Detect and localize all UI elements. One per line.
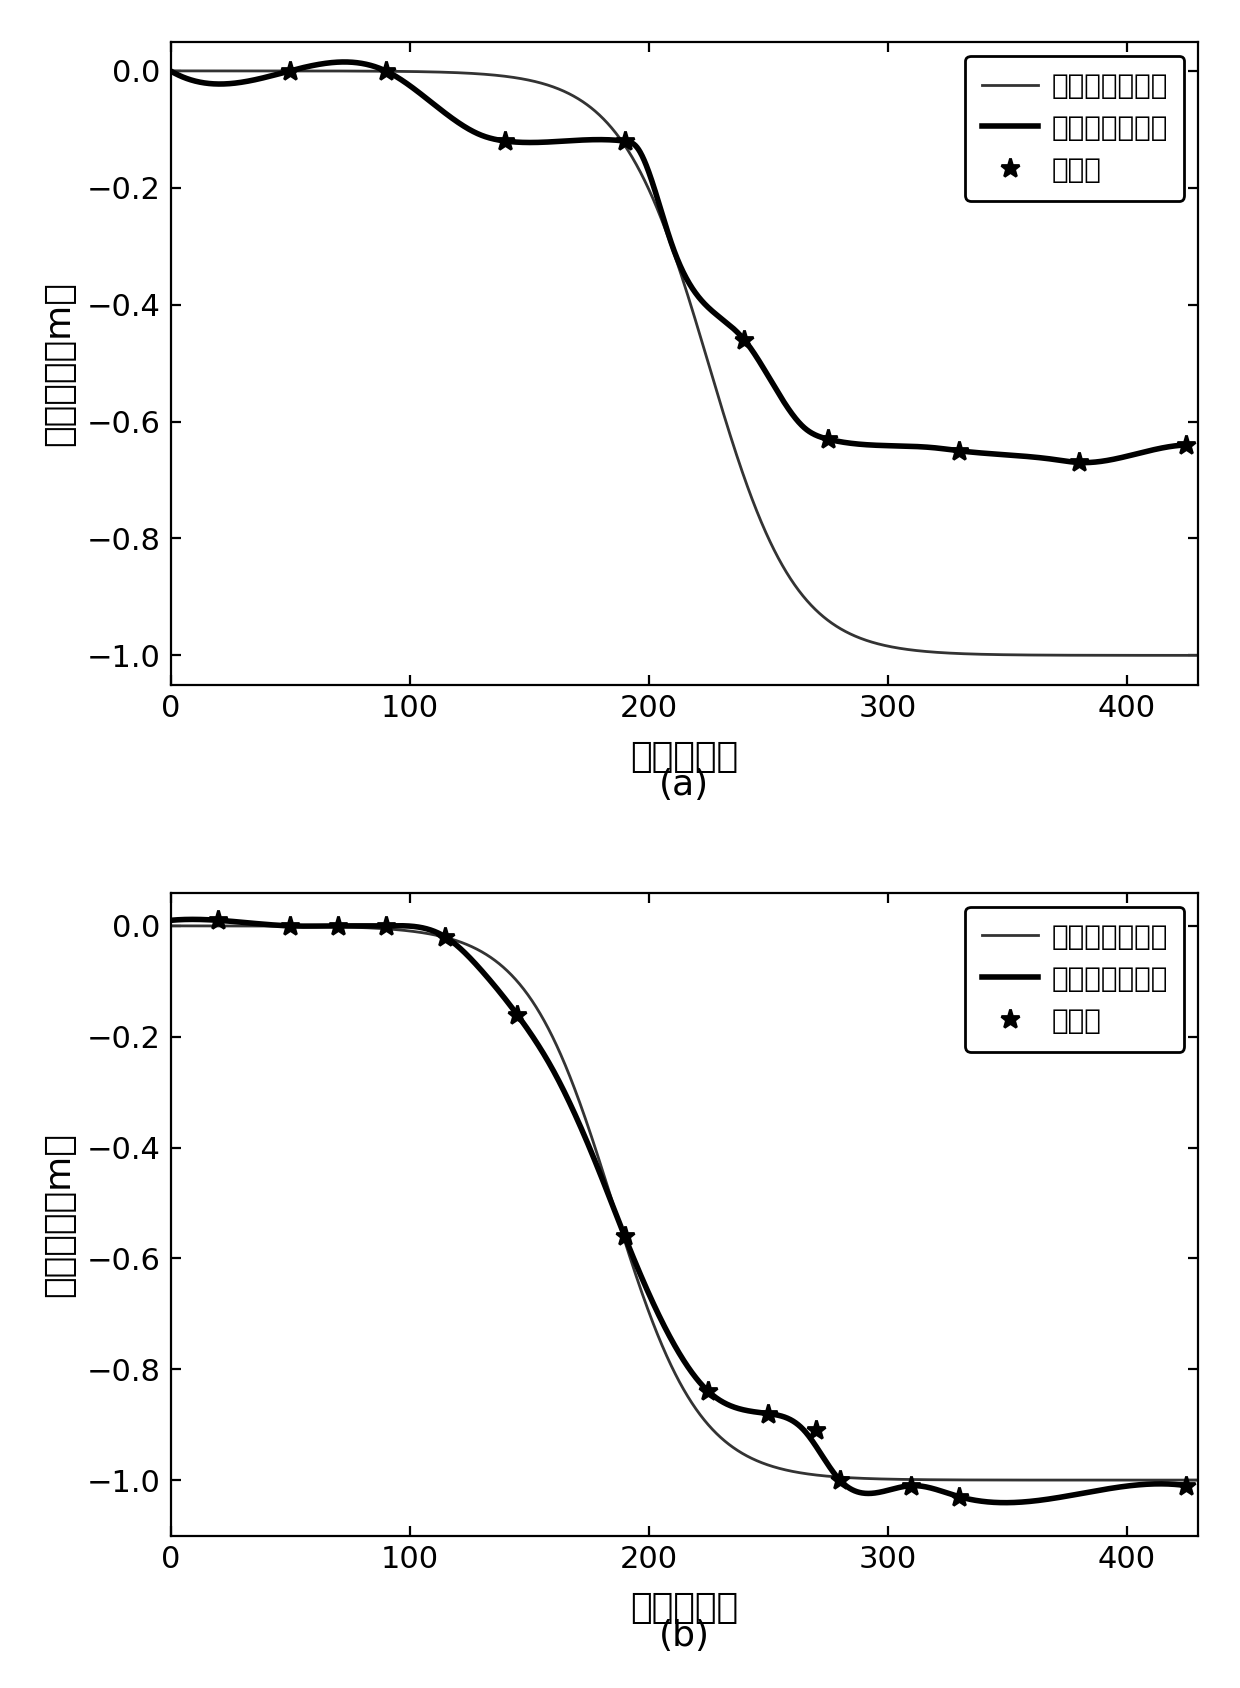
观测点 (283, 61, 298, 81)
观测点 (832, 1470, 847, 1491)
Text: (a): (a) (660, 768, 709, 802)
观测点 (378, 915, 393, 935)
计算的沉降曲线 (1149, 1474, 1164, 1494)
Y-axis label: 时序沉降（m）: 时序沉降（m） (42, 280, 76, 446)
Line: 观测点: 观测点 (208, 910, 1197, 1506)
观测点 (760, 1403, 775, 1423)
计算的沉降曲线 (657, 1317, 672, 1337)
Line: 计算的沉降曲线: 计算的沉降曲线 (171, 920, 1187, 1502)
计算的沉降曲线 (631, 138, 646, 159)
观测点 (283, 915, 298, 935)
观测点 (330, 915, 345, 935)
模拟的沉降曲线 (216, 917, 231, 937)
X-axis label: 时间（天）: 时间（天） (630, 739, 739, 775)
模拟的沉降曲线 (663, 233, 678, 253)
模拟的沉降曲线 (1161, 1470, 1176, 1491)
观测点 (1071, 452, 1086, 473)
计算的沉降曲线 (1149, 439, 1164, 459)
计算的沉降曲线 (164, 61, 179, 81)
模拟的沉降曲线 (972, 645, 987, 665)
计算的沉降曲线 (1179, 1475, 1194, 1496)
模拟的沉降曲线 (164, 915, 179, 935)
模拟的沉降曲线 (1161, 1470, 1176, 1491)
模拟的沉降曲线 (164, 61, 179, 81)
模拟的沉降曲线 (636, 167, 651, 187)
Legend: 模拟的沉降曲线, 计算的沉降曲线, 观测点: 模拟的沉降曲线, 计算的沉降曲线, 观测点 (965, 906, 1184, 1052)
观测点 (821, 429, 836, 449)
计算的沉降曲线 (216, 910, 231, 930)
Legend: 模拟的沉降曲线, 计算的沉降曲线, 观测点: 模拟的沉降曲线, 计算的沉降曲线, 观测点 (965, 56, 1184, 201)
计算的沉降曲线 (963, 1489, 978, 1509)
观测点 (510, 1004, 525, 1025)
Text: (b): (b) (658, 1619, 711, 1653)
模拟的沉降曲线 (1161, 645, 1176, 665)
计算的沉降曲线 (215, 74, 229, 95)
观测点 (1179, 436, 1194, 456)
观测点 (211, 910, 226, 930)
模拟的沉降曲线 (636, 1286, 651, 1307)
Line: 计算的沉降曲线: 计算的沉降曲线 (171, 62, 1187, 463)
观测点 (701, 1381, 715, 1401)
计算的沉降曲线 (1076, 452, 1091, 473)
计算的沉降曲线 (963, 442, 978, 463)
模拟的沉降曲线 (1190, 645, 1205, 665)
计算的沉降曲线 (1179, 436, 1194, 456)
Line: 模拟的沉降曲线: 模拟的沉降曲线 (171, 925, 1198, 1480)
观测点 (438, 927, 453, 947)
观测点 (378, 61, 393, 81)
Line: 观测点: 观测点 (280, 61, 1197, 473)
模拟的沉降曲线 (216, 61, 231, 81)
观测点 (1179, 1475, 1194, 1496)
计算的沉降曲线 (186, 910, 201, 930)
模拟的沉降曲线 (1190, 1470, 1205, 1491)
观测点 (904, 1475, 919, 1496)
观测点 (618, 132, 632, 152)
观测点 (618, 1225, 632, 1246)
计算的沉降曲线 (164, 910, 179, 930)
计算的沉降曲线 (1151, 1474, 1166, 1494)
Line: 模拟的沉降曲线: 模拟的沉降曲线 (171, 71, 1198, 655)
计算的沉降曲线 (657, 213, 672, 233)
观测点 (808, 1420, 823, 1440)
模拟的沉降曲线 (1161, 645, 1176, 665)
观测点 (952, 1487, 967, 1507)
观测点 (737, 329, 751, 349)
计算的沉降曲线 (631, 1259, 646, 1280)
X-axis label: 时间（天）: 时间（天） (630, 1590, 739, 1626)
观测点 (952, 441, 967, 461)
模拟的沉降曲线 (972, 1470, 987, 1491)
Y-axis label: 时序沉降（m）: 时序沉降（m） (42, 1131, 76, 1296)
计算的沉降曲线 (998, 1492, 1013, 1512)
模拟的沉降曲线 (663, 1354, 678, 1374)
观测点 (497, 132, 512, 152)
计算的沉降曲线 (1151, 439, 1166, 459)
计算的沉降曲线 (337, 52, 352, 73)
